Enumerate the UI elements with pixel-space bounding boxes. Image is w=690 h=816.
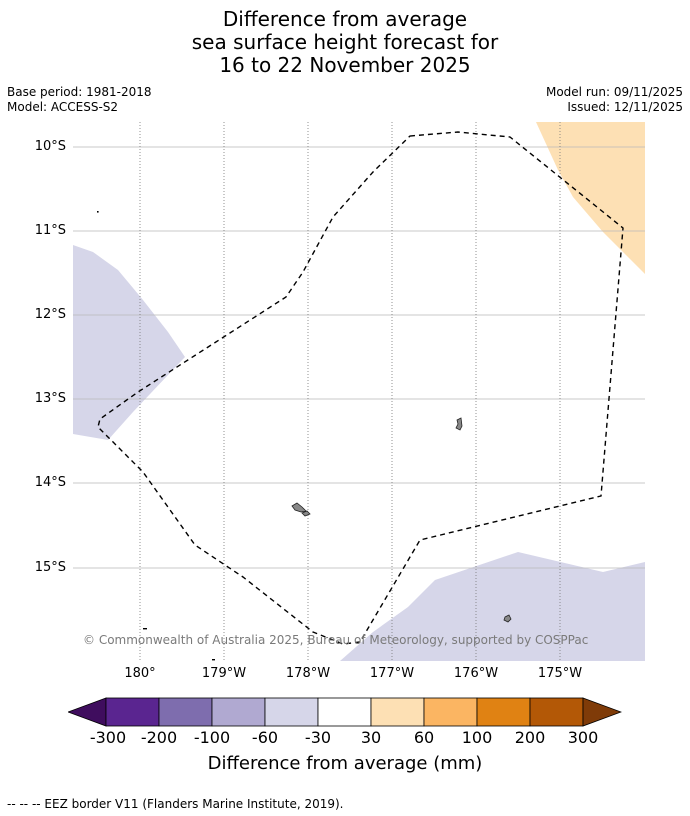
colorbar-segment — [370, 697, 425, 727]
lat-label-10s: 10°S — [34, 139, 66, 154]
islet-3 — [212, 659, 215, 661]
lon-label-180: 180° — [124, 666, 156, 681]
map-svg — [73, 122, 645, 661]
anomaly-region-south — [340, 552, 645, 661]
colorbar — [68, 697, 622, 727]
islet-1 — [97, 211, 99, 213]
eez-footnote: -- -- -- EEZ border V11 (Flanders Marine… — [7, 797, 344, 811]
colorbar-segment — [211, 697, 266, 727]
cb-tick-6: 30 — [360, 728, 382, 747]
title-line-3: 16 to 22 November 2025 — [219, 53, 471, 77]
cb-tick-7: 60 — [413, 728, 435, 747]
cb-tick-5: -30 — [304, 728, 332, 747]
colorbar-segment — [476, 697, 531, 727]
colorbar-extension-high — [582, 697, 622, 727]
cb-tick-3: -100 — [193, 728, 231, 747]
title-line-1: Difference from average — [222, 7, 468, 31]
lat-label-14s: 14°S — [34, 475, 66, 490]
model-name: Model: ACCESS-S2 — [7, 100, 119, 114]
lat-label-13s: 13°S — [34, 391, 66, 406]
colorbar-segment — [423, 697, 478, 727]
lat-gridlines — [73, 146, 645, 569]
anomaly-region-northeast — [536, 122, 645, 274]
colorbar-segment — [264, 697, 319, 727]
meta-right: Model run: 09/11/2025 Issued: 12/11/2025 — [546, 85, 683, 115]
model-run: Model run: 09/11/2025 — [545, 85, 683, 99]
lat-label-12s: 12°S — [34, 307, 66, 322]
lon-label-178w: 178°W — [285, 666, 331, 681]
chart-title: Difference from average sea surface heig… — [0, 8, 690, 77]
anomaly-region-west — [73, 245, 185, 440]
islet-2 — [143, 628, 147, 630]
lon-label-179w: 179°W — [201, 666, 247, 681]
colorbar-extension-low — [68, 697, 107, 727]
colorbar-label: Difference from average (mm) — [207, 753, 483, 774]
issued-date: Issued: 12/11/2025 — [567, 100, 683, 114]
eez-border — [97, 131, 624, 645]
cb-tick-10: 300 — [567, 728, 599, 747]
lon-label-175w: 175°W — [537, 666, 583, 681]
colorbar-segment — [529, 697, 584, 727]
islands — [291, 417, 512, 623]
lon-label-176w: 176°W — [453, 666, 499, 681]
title-line-2: sea surface height forecast for — [191, 30, 499, 54]
cb-tick-1: -300 — [89, 728, 127, 747]
colorbar-segment — [317, 697, 372, 727]
island-upolu — [301, 510, 311, 517]
cb-tick-4: -60 — [251, 728, 279, 747]
lon-label-177w: 177°W — [369, 666, 415, 681]
copyright-notice: © Commonwealth of Australia 2025, Bureau… — [83, 633, 589, 647]
map-panel — [73, 122, 645, 661]
colorbar-segment — [105, 697, 160, 727]
cb-tick-9: 200 — [514, 728, 546, 747]
island-savaii — [291, 502, 307, 513]
island-swains — [455, 417, 463, 431]
meta-left: Base period: 1981-2018 Model: ACCESS-S2 — [7, 85, 152, 115]
cb-tick-2: -200 — [140, 728, 178, 747]
colorbar-segment — [158, 697, 213, 727]
island-tutuila — [503, 614, 512, 623]
lat-label-11s: 11°S — [34, 223, 66, 238]
small-islets — [97, 211, 215, 661]
lat-label-15s: 15°S — [34, 560, 66, 575]
cb-tick-8: 100 — [461, 728, 493, 747]
base-period: Base period: 1981-2018 — [7, 85, 152, 99]
